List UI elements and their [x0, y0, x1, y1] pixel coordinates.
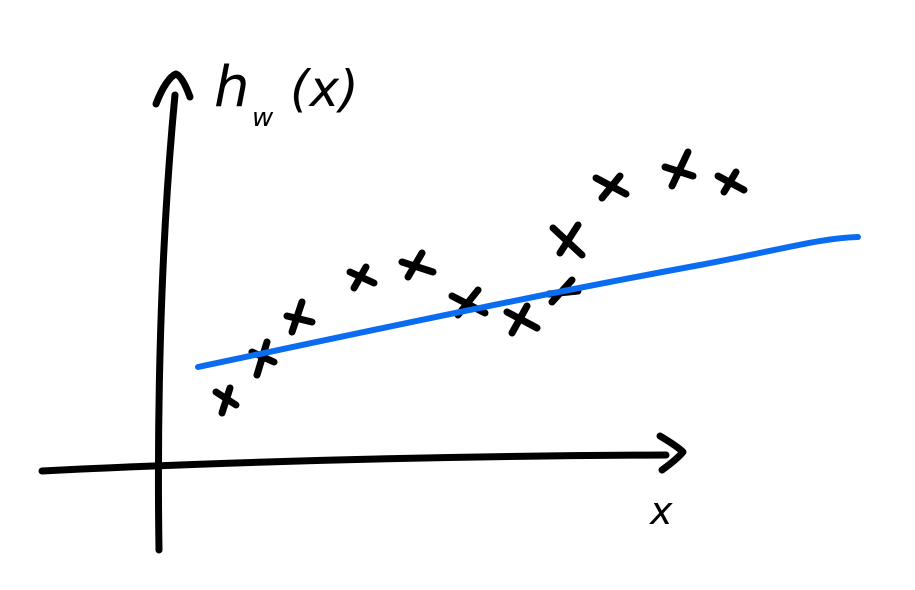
fit-line [195, 234, 861, 370]
cross [398, 249, 437, 281]
data-points [212, 148, 748, 417]
y-axis-line [154, 91, 179, 554]
cross [549, 221, 586, 259]
cross [503, 302, 541, 337]
cross [283, 298, 316, 336]
cross [592, 172, 630, 202]
x-axis [38, 432, 687, 475]
cross [661, 148, 697, 190]
cross [714, 168, 748, 196]
y-axis-title: h w (x) [214, 55, 359, 133]
y-axis-arrow [152, 70, 194, 108]
cross [212, 384, 240, 417]
y-axis [152, 70, 194, 554]
x-axis-arrow [656, 432, 687, 474]
x-axis-line [38, 451, 670, 475]
x-axis-title: x [649, 489, 673, 533]
y-axis-label-subscript: w [252, 103, 274, 133]
cross [346, 263, 378, 292]
y-axis-label-argument: (x) [290, 60, 359, 118]
y-axis-label-main: h [214, 55, 250, 120]
